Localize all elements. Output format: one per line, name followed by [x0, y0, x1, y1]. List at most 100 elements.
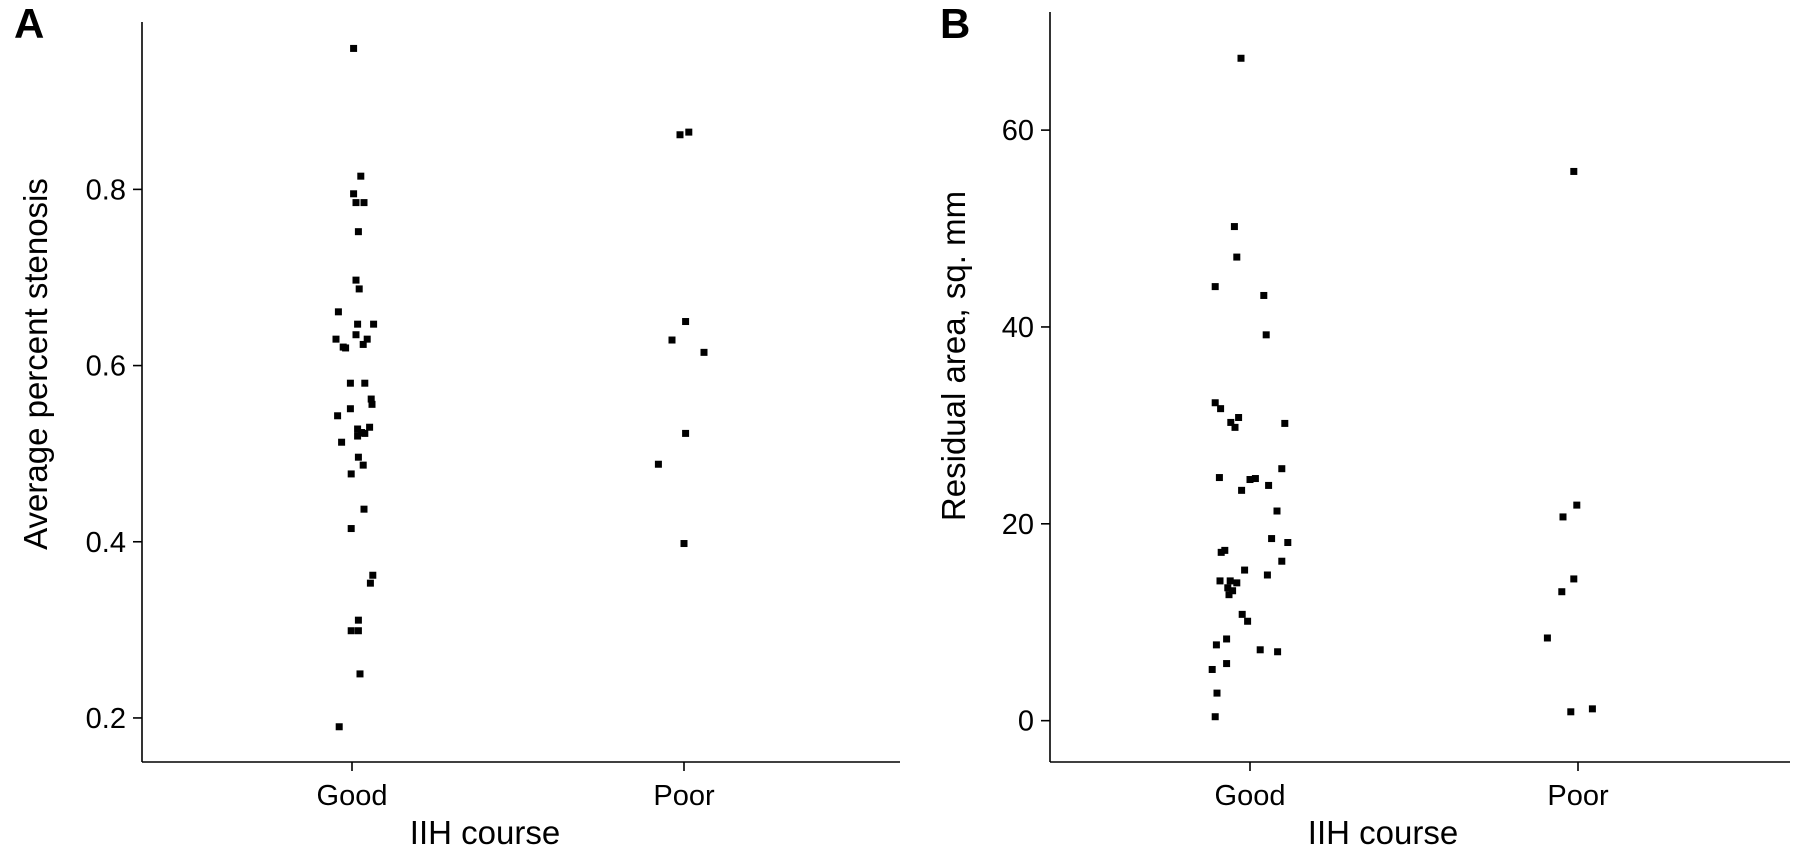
data-point: [346, 379, 354, 387]
data-point: [1262, 331, 1270, 339]
data-point: [354, 627, 362, 635]
x-tick-label: Poor: [1547, 780, 1609, 812]
panel-a-data-points: [332, 44, 708, 731]
data-point: [1221, 546, 1229, 554]
data-point: [1208, 665, 1216, 673]
panel-b-y-axis-title: Residual area, sq. mm: [935, 191, 972, 521]
data-point: [1213, 689, 1221, 697]
y-tick-label: 0: [1018, 706, 1034, 738]
data-point: [1216, 577, 1224, 585]
data-point: [1238, 486, 1246, 494]
data-point: [354, 228, 362, 236]
data-point: [700, 348, 708, 356]
data-point: [350, 44, 358, 52]
data-point: [1284, 539, 1292, 547]
data-point: [676, 131, 684, 139]
panel-a-letter: A: [14, 0, 44, 47]
data-point: [357, 172, 365, 180]
data-point: [1230, 223, 1238, 231]
data-point: [361, 379, 369, 387]
data-point: [1231, 423, 1239, 431]
data-point: [1238, 610, 1246, 618]
panel-b-x-axis-title: IIH course: [1308, 814, 1458, 851]
data-point: [356, 670, 364, 678]
data-point: [347, 525, 355, 533]
data-point: [1251, 475, 1259, 483]
data-point: [1263, 571, 1271, 579]
data-point: [1235, 414, 1243, 422]
data-point: [1227, 418, 1235, 426]
data-point: [1215, 474, 1223, 482]
data-point: [367, 395, 375, 403]
data-point: [352, 331, 360, 339]
data-point: [1274, 648, 1282, 656]
data-point: [354, 320, 362, 328]
data-point: [1237, 54, 1245, 62]
panel-a-y-ticks: 0.2 0.4 0.6 0.8: [86, 174, 142, 735]
panel-a-y-axis-title: Average percent stenosis: [17, 178, 54, 550]
panel-b-data-points: [1208, 54, 1596, 721]
data-point: [1260, 291, 1268, 299]
data-point: [368, 400, 376, 408]
x-tick-label: Poor: [653, 780, 715, 812]
panel-b-letter: B: [940, 0, 970, 47]
data-point: [1223, 660, 1231, 668]
data-point: [354, 432, 362, 440]
x-tick-label: Good: [317, 780, 388, 812]
panel-b-x-ticks: Good Poor: [1215, 762, 1609, 812]
data-point: [654, 460, 662, 468]
data-point: [1559, 513, 1567, 521]
data-point: [1217, 405, 1225, 413]
data-point: [1573, 501, 1581, 509]
data-point: [370, 320, 378, 328]
data-point: [1233, 579, 1241, 587]
data-point: [350, 190, 358, 198]
y-tick-label: 0.2: [86, 703, 126, 735]
data-point: [335, 723, 343, 731]
y-tick-label: 0.4: [86, 527, 126, 559]
data-point: [355, 285, 363, 293]
x-tick-label: Good: [1215, 780, 1286, 812]
data-point: [1223, 635, 1231, 643]
data-point: [1212, 641, 1220, 649]
data-point: [346, 405, 354, 413]
panel-a-x-axis-title: IIH course: [410, 814, 560, 851]
data-point: [1570, 575, 1578, 583]
panel-a: A 0.2 0.4 0.6 0.8 Good Poor IIH course Avera…: [14, 0, 900, 851]
data-point: [1265, 481, 1273, 489]
data-point: [668, 336, 676, 344]
data-point: [1588, 705, 1596, 713]
data-point: [1225, 591, 1233, 599]
data-point: [1217, 548, 1225, 556]
data-point: [1211, 283, 1219, 291]
y-tick-label: 60: [1002, 115, 1034, 147]
data-point: [360, 199, 368, 207]
data-point: [1229, 587, 1237, 595]
data-point: [682, 429, 690, 437]
data-point: [1278, 465, 1286, 473]
data-point: [1281, 419, 1289, 427]
data-point: [1211, 713, 1219, 721]
data-point: [1241, 566, 1249, 574]
data-point: [680, 540, 688, 548]
data-point: [1268, 535, 1276, 543]
data-point: [354, 616, 362, 624]
data-point: [1246, 476, 1254, 484]
data-point: [342, 344, 350, 352]
panel-a-x-ticks: Good Poor: [317, 762, 715, 812]
data-point: [366, 579, 374, 587]
data-point: [354, 453, 362, 461]
data-point: [1256, 646, 1264, 654]
data-point: [1224, 584, 1232, 592]
data-point: [363, 335, 371, 343]
data-point: [685, 128, 693, 136]
data-point: [1558, 588, 1566, 596]
data-point: [361, 429, 369, 437]
data-point: [352, 199, 360, 207]
data-point: [1244, 617, 1252, 625]
data-point: [366, 423, 374, 431]
panel-b: B 0 20 40 60 Good Poor IIH course Residual a…: [935, 0, 1790, 851]
data-point: [1211, 399, 1219, 407]
data-point: [1278, 557, 1286, 565]
